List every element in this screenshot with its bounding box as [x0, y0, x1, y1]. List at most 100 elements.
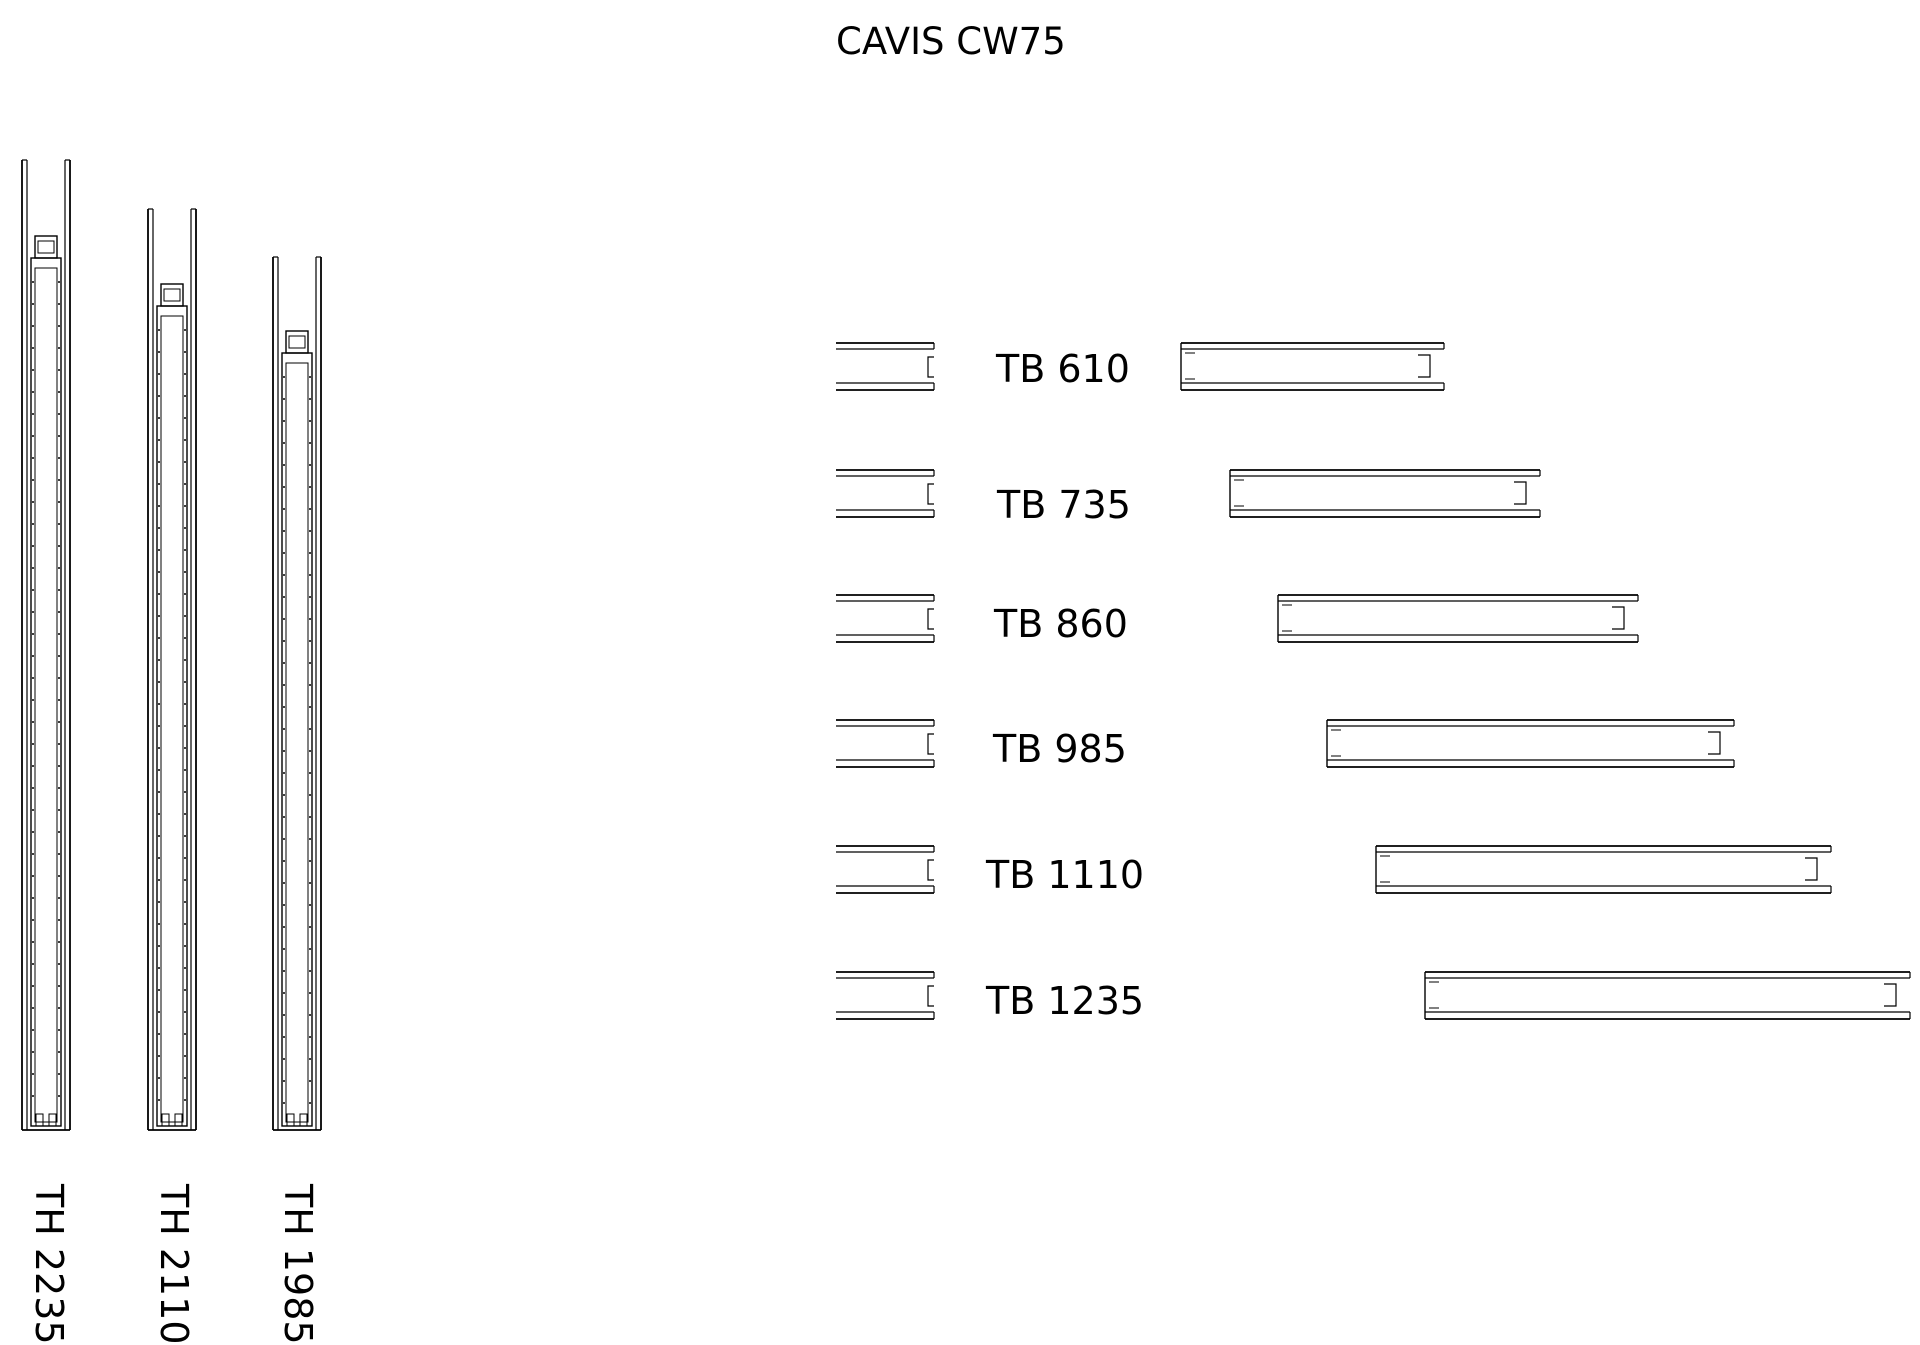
th-dot — [158, 703, 160, 705]
th-label-2: TH 2110 — [152, 1184, 196, 1345]
th-dot — [309, 706, 311, 708]
th-dot — [184, 945, 186, 947]
th-dot — [283, 1058, 285, 1060]
th-dot — [58, 413, 60, 415]
th-dot — [158, 417, 160, 419]
th-dot — [184, 1055, 186, 1057]
th-dot — [158, 791, 160, 793]
th-dot — [158, 483, 160, 485]
th-dot — [58, 677, 60, 679]
th-dot — [184, 681, 186, 683]
th-dot — [32, 919, 34, 921]
th-dot — [309, 420, 311, 422]
th-dot — [32, 699, 34, 701]
th-dot — [32, 831, 34, 833]
tb-label-6: TB 1235 — [986, 979, 1145, 1023]
th-dot — [32, 985, 34, 987]
th-dot — [309, 684, 311, 686]
th-dot — [158, 747, 160, 749]
th-dot — [184, 659, 186, 661]
th-dot — [32, 501, 34, 503]
tb-section-clip — [927, 985, 934, 1007]
tb-bar — [1375, 845, 1832, 894]
th-dot — [184, 835, 186, 837]
th-dot — [184, 637, 186, 639]
th-cap-block — [34, 235, 58, 259]
th-dot — [184, 989, 186, 991]
th-dot — [184, 747, 186, 749]
tb-profile-2 — [836, 469, 1541, 518]
th-dot — [58, 919, 60, 921]
th-dot — [58, 897, 60, 899]
th-dot — [32, 1073, 34, 1075]
th-dot — [58, 435, 60, 437]
th-dot — [58, 479, 60, 481]
th-dot — [58, 303, 60, 305]
th-dot — [158, 439, 160, 441]
th-dot — [283, 574, 285, 576]
th-profile-2 — [147, 208, 197, 1131]
th-dot — [283, 948, 285, 950]
tb-profile-4 — [836, 719, 1735, 768]
tb-bar-clip — [1612, 606, 1625, 630]
tb-bar — [1180, 342, 1445, 391]
tb-bar — [1424, 971, 1911, 1020]
th-dot — [309, 948, 311, 950]
tb-bar-end-detail — [1234, 479, 1244, 507]
th-dot — [309, 464, 311, 466]
th-dot — [158, 637, 160, 639]
th-dot — [158, 527, 160, 529]
th-fastener-dots — [283, 376, 311, 1104]
tb-profile-6 — [836, 971, 1911, 1020]
th-cap-detail — [288, 335, 306, 349]
th-dot — [158, 593, 160, 595]
th-dot — [32, 457, 34, 459]
th-dot — [184, 769, 186, 771]
th-dot — [184, 549, 186, 551]
th-dot — [32, 787, 34, 789]
th-dot — [32, 875, 34, 877]
th-dot — [184, 351, 186, 353]
th-dot — [158, 1077, 160, 1079]
th-dot — [184, 1011, 186, 1013]
th-dot — [283, 530, 285, 532]
th-dot — [32, 523, 34, 525]
tb-label-4: TB 985 — [993, 727, 1127, 771]
th-dot — [309, 882, 311, 884]
tb-section — [836, 594, 935, 643]
th-dot — [32, 567, 34, 569]
th-profile-1 — [21, 159, 71, 1131]
th-dot — [184, 879, 186, 881]
th-dot — [32, 677, 34, 679]
th-dot — [158, 1055, 160, 1057]
vertical-profiles-group — [21, 159, 322, 1131]
th-dot — [283, 926, 285, 928]
th-dot — [184, 857, 186, 859]
th-bottom-cleat — [35, 1113, 57, 1126]
th-dot — [58, 633, 60, 635]
th-dot — [158, 1033, 160, 1035]
th-profile-3 — [272, 256, 322, 1131]
th-dot — [58, 1095, 60, 1097]
th-dot — [32, 897, 34, 899]
th-dot — [283, 618, 285, 620]
tb-bar — [1229, 469, 1541, 518]
th-dot — [32, 809, 34, 811]
th-dot — [283, 684, 285, 686]
th-dot — [158, 615, 160, 617]
tb-bar-clip — [1418, 354, 1431, 378]
th-dot — [58, 391, 60, 393]
tb-section-clip — [927, 356, 934, 378]
th-cap-detail — [163, 288, 181, 302]
th-dot — [184, 813, 186, 815]
tb-bar-clip — [1708, 731, 1721, 755]
th-dot — [158, 967, 160, 969]
th-dot — [58, 281, 60, 283]
th-dot — [309, 970, 311, 972]
th-dot — [32, 1029, 34, 1031]
th-dot — [158, 1099, 160, 1101]
th-dot — [283, 1080, 285, 1082]
th-dot — [32, 1051, 34, 1053]
th-dot — [309, 1102, 311, 1104]
tb-section — [836, 469, 935, 518]
